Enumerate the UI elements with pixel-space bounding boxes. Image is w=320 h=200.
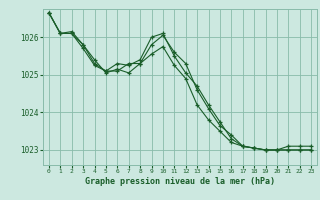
X-axis label: Graphe pression niveau de la mer (hPa): Graphe pression niveau de la mer (hPa) — [85, 177, 275, 186]
